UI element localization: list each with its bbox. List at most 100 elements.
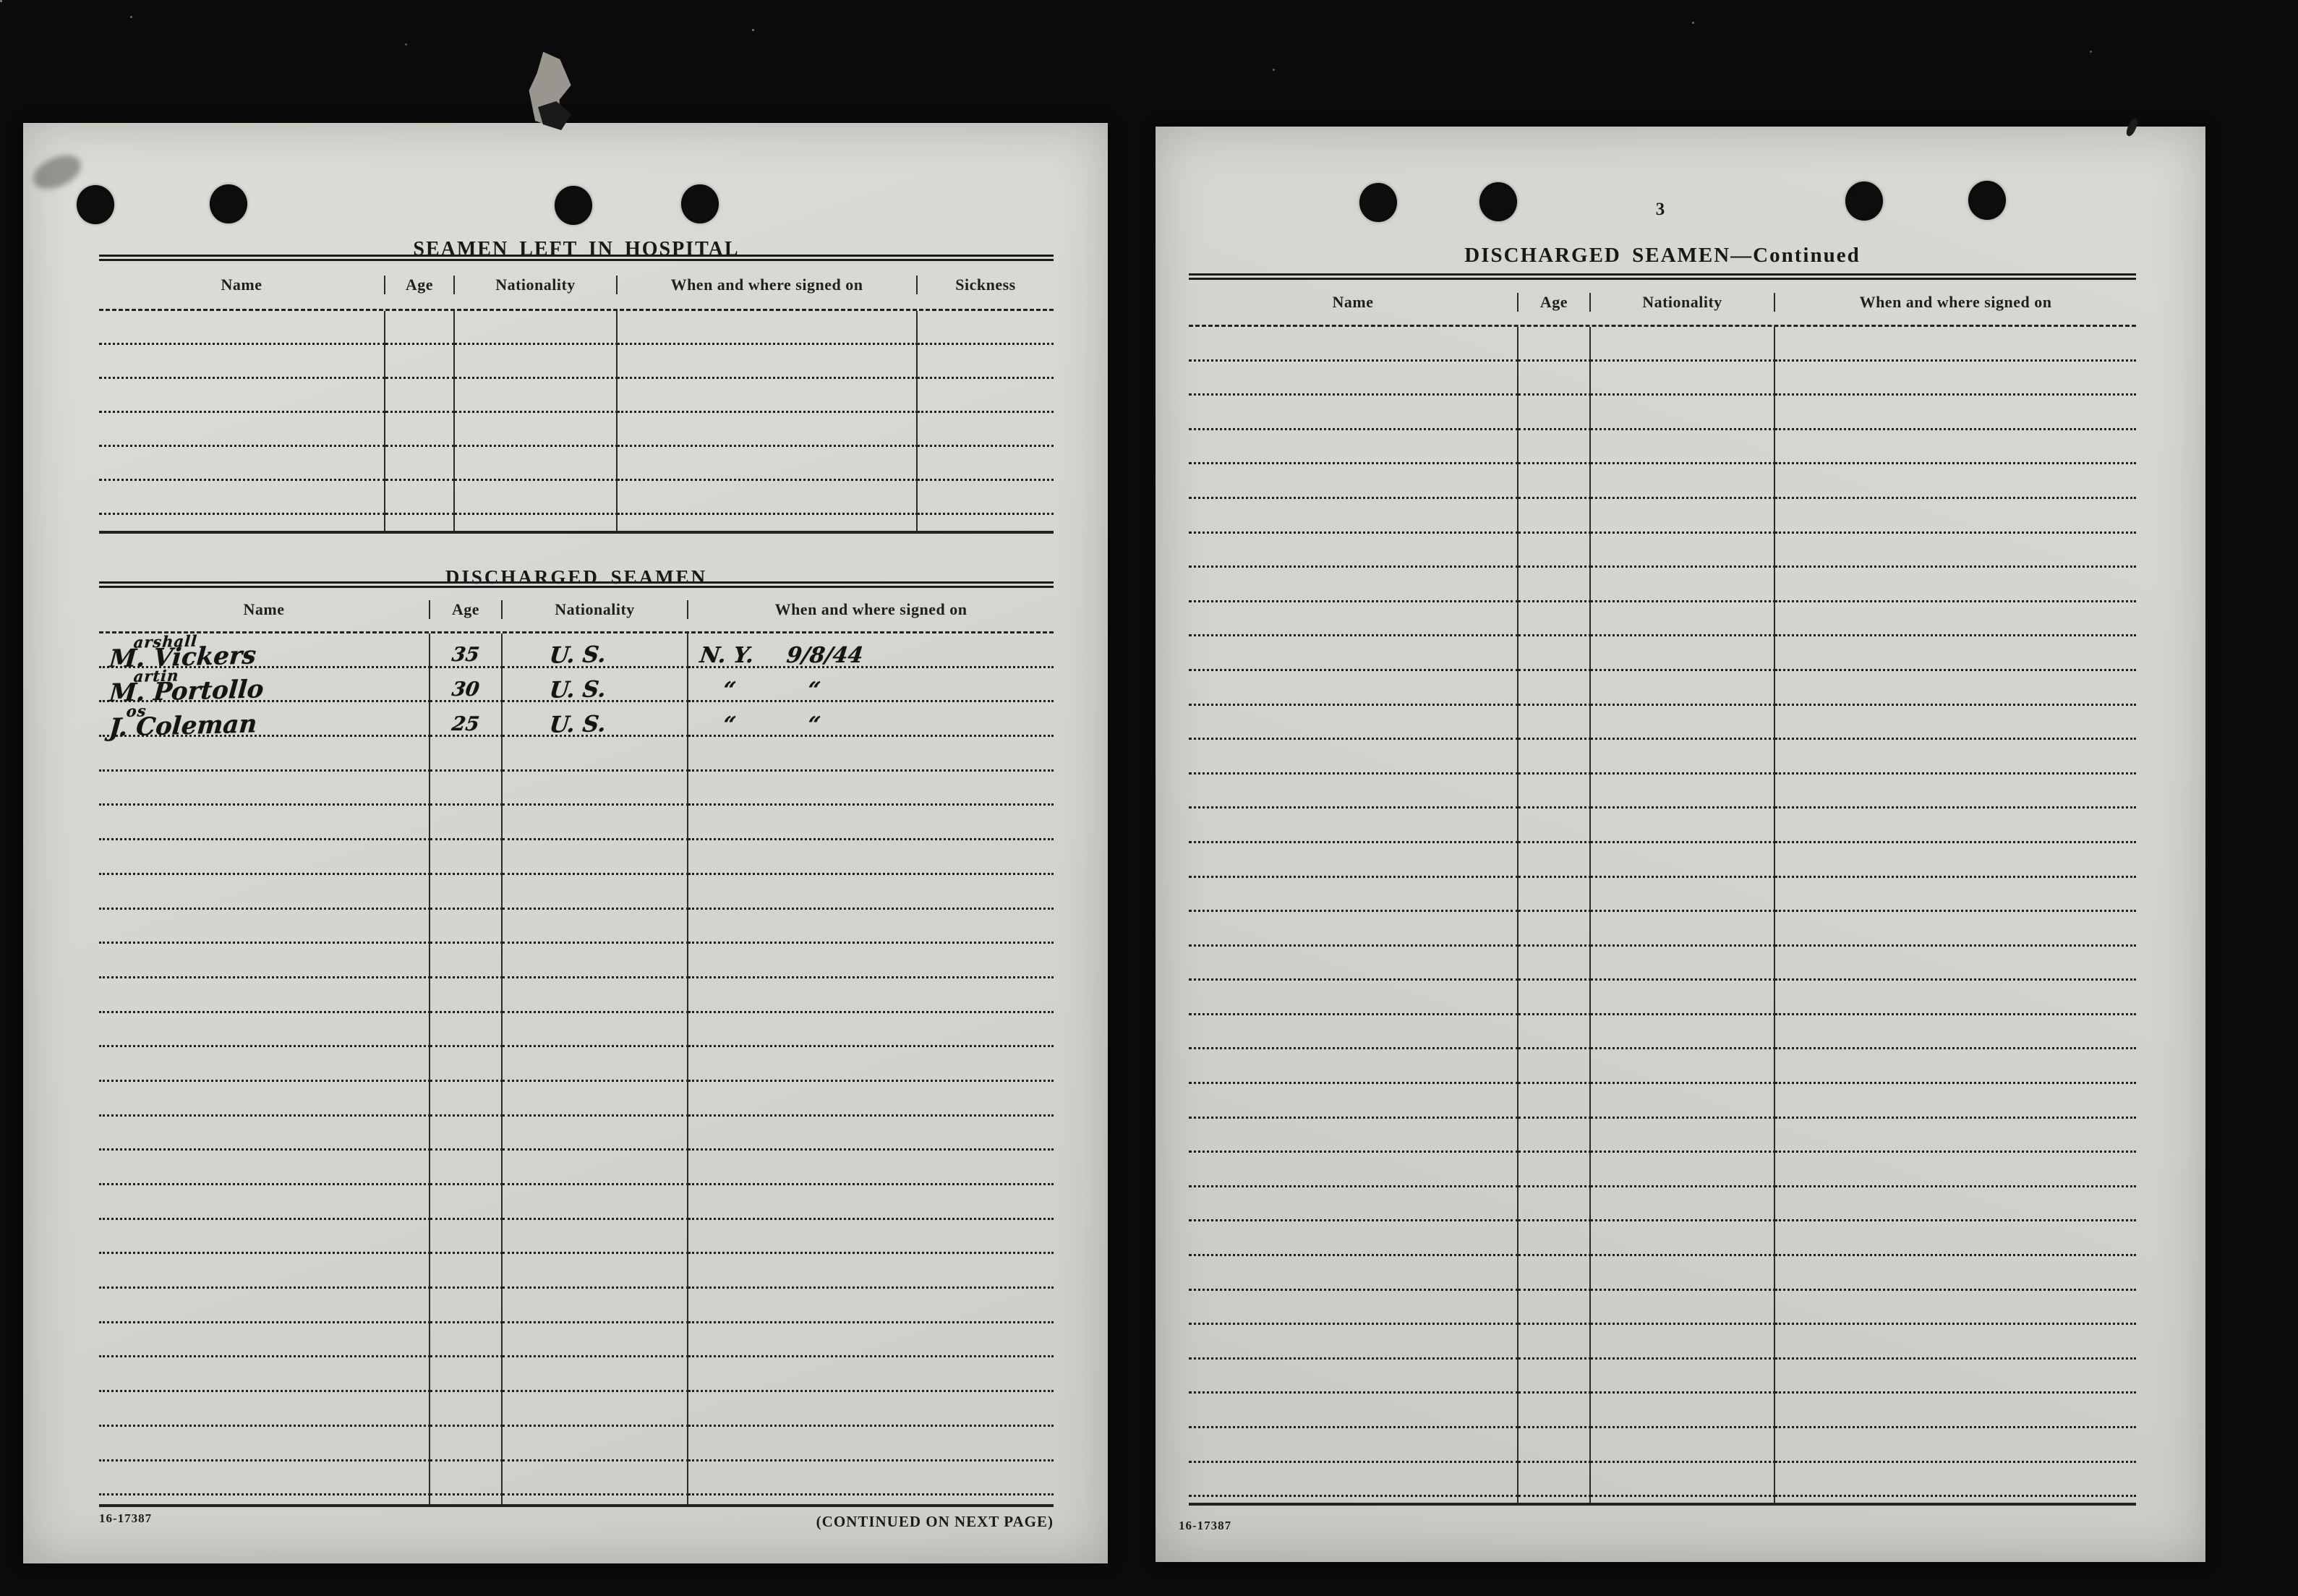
table-cell-empty	[1591, 1084, 1775, 1119]
table-row-empty	[99, 1289, 1054, 1323]
table-cell-empty	[1775, 740, 2136, 774]
table-cell-empty	[1189, 602, 1519, 637]
table-cell-empty	[618, 345, 918, 379]
table-cell-empty	[430, 1012, 503, 1048]
table-cell-empty	[1189, 670, 1519, 706]
handwritten-age: 30	[450, 678, 481, 701]
table-cell-empty	[503, 737, 688, 772]
table-cell-empty	[1519, 1462, 1591, 1498]
table-cell-empty	[1591, 464, 1775, 499]
table-row-empty	[1189, 1221, 2136, 1257]
table-row-empty	[99, 874, 1054, 910]
entry-nationality-cell: U. S.	[503, 667, 688, 704]
table-row-empty	[1189, 740, 2136, 774]
table-cell-empty	[1189, 1394, 1519, 1428]
table-cell-empty	[1775, 843, 2136, 878]
ditto-mark: “	[806, 677, 822, 703]
table-row-empty	[99, 1185, 1054, 1220]
table-cell-empty	[503, 1392, 688, 1427]
continued-table-body	[1189, 327, 2136, 1503]
table-row-empty	[99, 379, 1054, 413]
table-row-empty	[99, 1254, 1054, 1289]
table-cell-empty	[1189, 1325, 1519, 1360]
column-header-nationality: Nationality	[455, 276, 618, 294]
table-cell-empty	[688, 1151, 1054, 1185]
ditto-mark: “	[721, 712, 738, 738]
table-cell-empty	[1519, 981, 1591, 1015]
right-page: 3 DISCHARGED SEAMEN—Continued Name Age N…	[1156, 116, 2205, 1562]
table-cell-empty	[688, 1047, 1054, 1082]
table-row-empty	[99, 840, 1054, 875]
table-row-empty	[1189, 1497, 2136, 1503]
punch-hole	[555, 186, 592, 225]
table-row-empty	[99, 771, 1054, 806]
table-row-empty	[99, 1151, 1054, 1185]
table-row-empty	[1189, 1394, 2136, 1428]
table-cell-empty	[99, 909, 430, 944]
table-row-empty	[99, 1012, 1054, 1048]
handwritten-signed-place: N. Y.	[698, 643, 756, 669]
table-cell-empty	[430, 978, 503, 1013]
table-cell-empty	[1189, 1049, 1519, 1085]
column-header-nationality: Nationality	[1591, 293, 1775, 312]
pen-mark	[2124, 116, 2140, 138]
table-cell-empty	[1519, 877, 1591, 913]
table-row-empty	[1189, 1359, 2136, 1394]
table-cell-empty	[688, 1427, 1054, 1461]
punch-hole	[1845, 182, 1883, 221]
table-cell-empty	[1189, 912, 1519, 947]
table-cell-empty	[1591, 1462, 1775, 1498]
table-cell-empty	[1519, 774, 1591, 809]
table-cell-empty	[688, 978, 1054, 1013]
table-row-empty	[1189, 981, 2136, 1015]
table-cell-empty	[1775, 396, 2136, 430]
table-cell-empty	[1189, 327, 1519, 362]
table-cell-empty	[918, 413, 1054, 447]
table-cell-empty	[1189, 705, 1519, 741]
table-cell-empty	[1591, 568, 1775, 602]
table-cell-empty	[455, 379, 618, 413]
entry-signed-on-cell: “ “	[688, 668, 1054, 703]
table-cell-empty	[1519, 1256, 1591, 1291]
hospital-table: Name Age Nationality When and where sign…	[99, 255, 1054, 534]
column-header-name: Name	[99, 276, 385, 294]
table-cell-empty	[1591, 808, 1775, 843]
table-cell-empty	[1591, 430, 1775, 465]
table-cell-empty	[1591, 533, 1775, 568]
table-cell-empty	[99, 345, 385, 379]
table-cell-empty	[1591, 498, 1775, 534]
table-cell-empty	[1775, 1394, 2136, 1428]
table-row-empty	[99, 1495, 1054, 1505]
table-cell-empty	[688, 1461, 1054, 1496]
table-cell-empty	[99, 1151, 430, 1185]
table-cell-empty	[1775, 1084, 2136, 1119]
table-row-empty	[1189, 774, 2136, 809]
table-cell-empty	[1189, 877, 1519, 913]
table-cell-empty	[99, 1461, 430, 1496]
table-cell-empty	[688, 737, 1054, 772]
table-cell-empty	[1775, 1325, 2136, 1360]
table-cell-empty	[1775, 947, 2136, 981]
handwritten-nationality: U. S.	[548, 676, 607, 704]
table-cell-empty	[1775, 981, 2136, 1015]
table-cell-empty	[1775, 1497, 2136, 1503]
table-row-empty	[1189, 912, 2136, 947]
table-cell-empty	[688, 1185, 1054, 1220]
table-cell-empty	[455, 311, 618, 345]
discharged-table: Name Age Nationality When and where sign…	[99, 581, 1054, 1508]
table-cell-empty	[430, 944, 503, 978]
table-row-empty	[99, 1392, 1054, 1427]
table-row-empty	[99, 737, 1054, 772]
table-cell-empty	[1591, 740, 1775, 774]
table-cell-empty	[99, 1426, 430, 1461]
table-cell-empty	[1519, 1325, 1591, 1360]
table-cell-empty	[618, 447, 918, 481]
table-cell-empty	[1775, 464, 2136, 499]
table-row-empty	[1189, 1290, 2136, 1326]
table-cell-empty	[1519, 1359, 1591, 1394]
table-cell-empty	[1519, 842, 1591, 878]
table-cell-empty	[1519, 1394, 1591, 1428]
table-row-empty	[1189, 946, 2136, 981]
table-row-empty	[1189, 1256, 2136, 1291]
table-cell-empty	[1775, 1360, 2136, 1394]
